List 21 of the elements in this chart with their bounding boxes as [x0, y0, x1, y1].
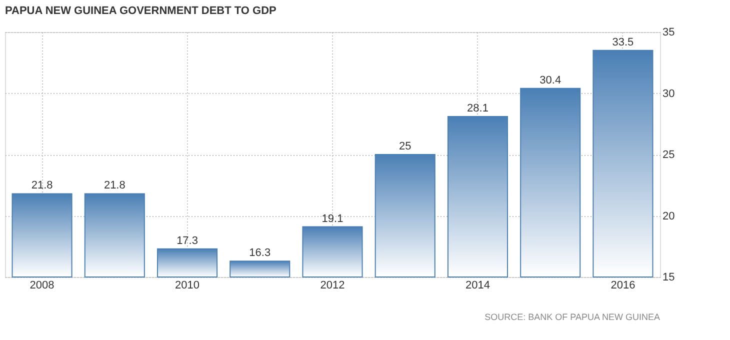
data-label: 33.5 — [612, 36, 634, 48]
data-label: 25 — [398, 140, 412, 152]
x-tick-label: 2008 — [30, 280, 54, 292]
y-tick-label: 30 — [662, 88, 675, 100]
data-label: 19.1 — [322, 212, 344, 225]
x-tick-label: 2012 — [320, 280, 345, 292]
data-label: 21.8 — [31, 180, 53, 192]
y-tick-label: 15 — [662, 272, 675, 284]
data-label: 21.8 — [104, 180, 126, 192]
x-tick-label: 2010 — [175, 280, 200, 292]
y-tick-label: 35 — [662, 26, 675, 38]
source-note: SOURCE: BANK OF PAPUA NEW GUINEA — [484, 312, 660, 322]
data-label: 30.4 — [540, 74, 562, 86]
y-tick-label: 20 — [662, 210, 675, 222]
data-label: 16.3 — [249, 247, 271, 260]
chart-title: PAPUA NEW GUINEA GOVERNMENT DEBT TO GDP — [5, 5, 276, 17]
y-tick-label: 25 — [662, 149, 675, 161]
data-label: 17.3 — [176, 234, 198, 247]
x-tick-label: 2014 — [465, 280, 490, 292]
data-label: 28.1 — [467, 102, 488, 115]
x-tick-label: 2016 — [610, 280, 636, 292]
